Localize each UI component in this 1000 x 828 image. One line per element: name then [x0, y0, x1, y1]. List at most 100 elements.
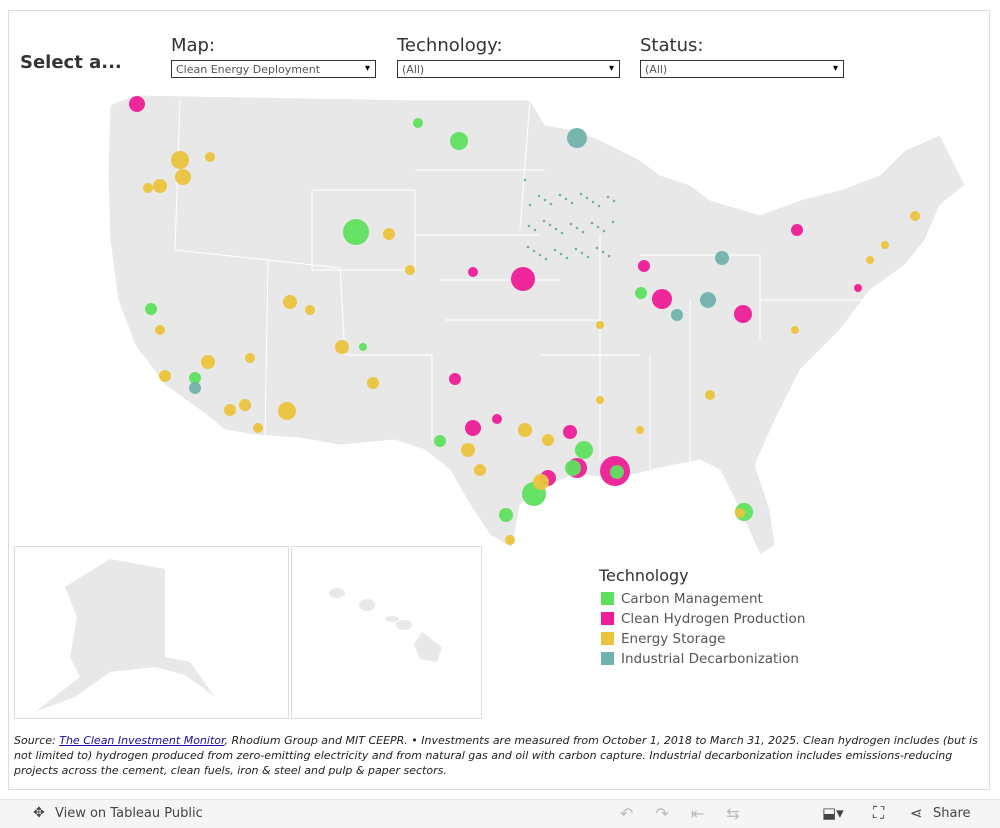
project-dot[interactable] [596, 321, 604, 329]
project-dot[interactable] [224, 404, 236, 416]
project-dot[interactable] [565, 460, 581, 476]
project-dot[interactable] [579, 192, 583, 196]
project-dot[interactable] [367, 377, 379, 389]
project-dot[interactable] [560, 231, 564, 235]
project-dot[interactable] [129, 96, 145, 112]
project-dot[interactable] [607, 254, 611, 258]
project-dot[interactable] [543, 198, 547, 202]
project-dot[interactable] [532, 249, 536, 253]
project-dot[interactable] [205, 152, 215, 162]
fullscreen-icon[interactable]: ⛶ [873, 803, 885, 822]
project-dot[interactable] [405, 265, 415, 275]
project-dot[interactable] [189, 382, 201, 394]
project-dot[interactable] [602, 229, 606, 233]
project-dot[interactable] [549, 202, 553, 206]
project-dot[interactable] [159, 370, 171, 382]
project-dot[interactable] [910, 211, 920, 221]
project-dot[interactable] [518, 423, 532, 437]
project-dot[interactable] [283, 295, 297, 309]
project-dot[interactable] [449, 373, 461, 385]
project-dot[interactable] [591, 200, 595, 204]
legend-item[interactable]: Carbon Management [601, 591, 763, 607]
project-dot[interactable] [153, 179, 167, 193]
project-dot[interactable] [554, 227, 558, 231]
project-dot[interactable] [359, 343, 367, 351]
project-dot[interactable] [671, 309, 683, 321]
project-dot[interactable] [601, 250, 605, 254]
project-dot[interactable] [575, 441, 593, 459]
project-dot[interactable] [791, 326, 799, 334]
project-dot[interactable] [239, 399, 251, 411]
project-dot[interactable] [537, 194, 541, 198]
project-dot[interactable] [597, 204, 601, 208]
source-link[interactable]: The Clean Investment Monitor [59, 734, 225, 747]
project-dot[interactable] [526, 245, 530, 249]
project-dot[interactable] [201, 355, 215, 369]
project-dot[interactable] [523, 178, 527, 182]
project-dot[interactable] [171, 151, 189, 169]
project-dot[interactable] [569, 222, 573, 226]
project-dot[interactable] [533, 228, 537, 232]
project-dot[interactable] [563, 425, 577, 439]
share-button[interactable]: Share [933, 806, 971, 821]
project-dot[interactable] [596, 396, 604, 404]
project-dot[interactable] [585, 196, 589, 200]
project-dot[interactable] [635, 287, 647, 299]
legend-item[interactable]: Energy Storage [601, 631, 725, 647]
project-dot[interactable] [612, 199, 616, 203]
project-dot[interactable] [499, 508, 513, 522]
project-dot[interactable] [700, 292, 716, 308]
project-dot[interactable] [638, 260, 650, 272]
project-dot[interactable] [558, 193, 562, 197]
project-dot[interactable] [145, 303, 157, 315]
project-dot[interactable] [155, 325, 165, 335]
project-dot[interactable] [335, 340, 349, 354]
view-link[interactable]: View on Tableau Public [55, 806, 203, 821]
project-dot[interactable] [652, 289, 672, 309]
project-dot[interactable] [565, 256, 569, 260]
project-dot[interactable] [581, 230, 585, 234]
project-dot[interactable] [610, 465, 624, 479]
project-dot[interactable] [468, 267, 478, 277]
project-dot[interactable] [559, 252, 563, 256]
project-dot[interactable] [542, 219, 546, 223]
project-dot[interactable] [734, 305, 752, 323]
filter-dropdown[interactable]: (All) [397, 60, 620, 78]
project-dot[interactable] [511, 267, 535, 291]
project-dot[interactable] [735, 508, 745, 518]
project-dot[interactable] [544, 257, 548, 261]
project-dot[interactable] [143, 183, 153, 193]
project-dot[interactable] [705, 390, 715, 400]
project-dot[interactable] [383, 228, 395, 240]
project-dot[interactable] [450, 132, 468, 150]
project-dot[interactable] [533, 474, 549, 490]
project-dot[interactable] [791, 224, 803, 236]
project-dot[interactable] [189, 372, 201, 384]
project-dot[interactable] [595, 246, 599, 250]
project-dot[interactable] [580, 251, 584, 255]
project-dot[interactable] [474, 464, 486, 476]
project-dot[interactable] [570, 201, 574, 205]
project-dot[interactable] [596, 225, 600, 229]
project-dot[interactable] [413, 118, 423, 128]
project-dot[interactable] [492, 414, 502, 424]
project-dot[interactable] [715, 251, 729, 265]
project-dot[interactable] [854, 284, 862, 292]
project-dot[interactable] [527, 224, 531, 228]
project-dot[interactable] [636, 426, 644, 434]
download-icon[interactable]: ⬓▾ [822, 804, 844, 822]
project-dot[interactable] [253, 423, 263, 433]
project-dot[interactable] [866, 256, 874, 264]
project-dot[interactable] [542, 434, 554, 446]
project-dot[interactable] [465, 420, 481, 436]
project-dot[interactable] [505, 535, 515, 545]
project-dot[interactable] [538, 253, 542, 257]
project-dot[interactable] [553, 248, 557, 252]
project-dot[interactable] [881, 241, 889, 249]
project-dot[interactable] [548, 223, 552, 227]
legend-item[interactable]: Industrial Decarbonization [601, 651, 799, 667]
project-dot[interactable] [305, 305, 315, 315]
project-dot[interactable] [567, 128, 587, 148]
project-dot[interactable] [434, 435, 446, 447]
project-dot[interactable] [175, 169, 191, 185]
